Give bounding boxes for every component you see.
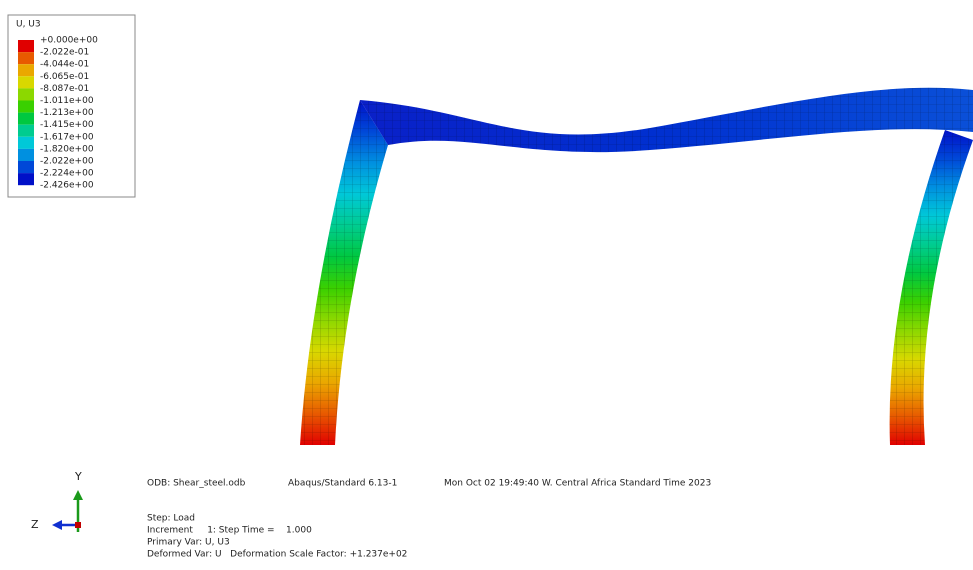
legend-swatch: [18, 149, 34, 161]
legend-swatch: [18, 173, 34, 185]
date: Mon Oct 02 19:49:40 W. Central Africa St…: [444, 479, 711, 489]
legend-swatch: [18, 137, 34, 149]
solver: Abaqus/Standard 6.13-1: [288, 479, 397, 489]
legend-swatch: [18, 52, 34, 64]
legend-swatch: [18, 76, 34, 88]
legend-label: -2.426e+00: [40, 181, 94, 191]
legend-label: -4.044e-01: [40, 60, 89, 70]
legend-swatch: [18, 113, 34, 125]
z-arrow-head: [52, 520, 62, 530]
legend-swatch: [18, 161, 34, 173]
legend-swatch: [18, 88, 34, 100]
deformed-var: Deformed Var: U Deformation Scale Factor…: [147, 550, 407, 560]
legend-label: -1.820e+00: [40, 144, 94, 154]
increment: Increment 1: Step Time = 1.000: [147, 526, 312, 536]
legend-swatch: [18, 40, 34, 52]
step: Step: Load: [147, 514, 195, 524]
legend-label: -2.224e+00: [40, 169, 94, 179]
beam-mesh: [360, 88, 973, 152]
left-column-mesh: [300, 100, 388, 445]
viewport: U, U3 +0.000e+00 -2.022e-01 -4.044e-01 -6.0…: [0, 0, 973, 570]
legend-label: -2.022e-01: [40, 48, 89, 58]
odb-name: ODB: Shear_steel.odb: [147, 479, 246, 489]
primary-var: Primary Var: U, U3: [147, 538, 230, 548]
y-label: Y: [74, 470, 82, 483]
triad: Y Z: [31, 470, 83, 532]
model: [300, 88, 973, 445]
triad-origin: [75, 522, 81, 528]
legend-swatch: [18, 64, 34, 76]
legend-label: -8.087e-01: [40, 84, 89, 94]
right-column-mesh: [890, 130, 973, 445]
legend-swatch: [18, 101, 34, 113]
legend-label: -1.415e+00: [40, 120, 94, 130]
legend-label: +0.000e+00: [40, 36, 98, 46]
info-block: ODB: Shear_steel.odb Abaqus/Standard 6.1…: [147, 479, 711, 560]
legend-title: U, U3: [16, 20, 41, 30]
legend-label: -2.022e+00: [40, 157, 94, 167]
legend-swatch: [18, 125, 34, 137]
legend-label: -1.011e+00: [40, 96, 94, 106]
legend-label: -1.213e+00: [40, 108, 94, 118]
legend-label: -1.617e+00: [40, 132, 94, 142]
y-arrow-head: [73, 490, 83, 500]
z-label: Z: [31, 518, 39, 531]
legend-label: -6.065e-01: [40, 72, 89, 82]
